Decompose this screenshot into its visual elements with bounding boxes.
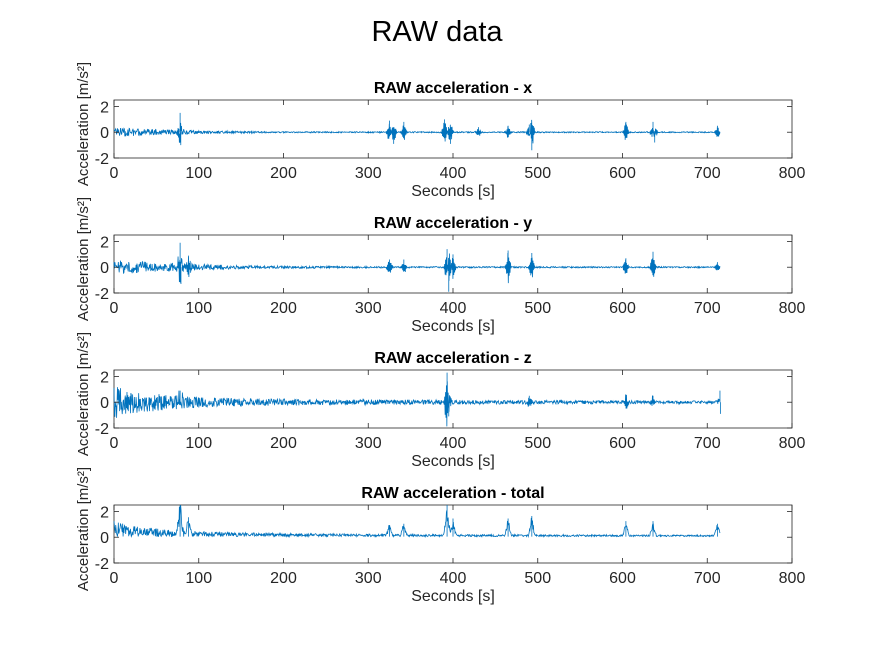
x-axis-label: Seconds [s] (411, 318, 495, 335)
x-tick-label: 800 (779, 300, 806, 317)
y-tick-label: 2 (100, 504, 109, 521)
subplot-2: RAW acceleration - z 0 100 200 300 400 500 600 7… (75, 332, 805, 470)
figure-title: RAW data (371, 16, 503, 48)
subplot-title: RAW acceleration - z (374, 350, 531, 367)
x-tick-label: 800 (779, 435, 806, 452)
series-line (113, 112, 721, 151)
x-tick-label: 0 (110, 300, 119, 317)
x-tick-label: 100 (185, 570, 212, 587)
x-tick-label: 700 (694, 165, 721, 182)
subplot-3: RAW acceleration - total 0 100 200 300 400 500… (75, 467, 805, 605)
y-tick-label: 2 (100, 234, 109, 251)
x-tick-label: 300 (355, 570, 382, 587)
x-tick-label: 600 (609, 570, 636, 587)
subplot-title: RAW acceleration - total (361, 485, 544, 502)
x-tick-label: 800 (779, 165, 806, 182)
x-axis-label: Seconds [s] (411, 453, 495, 470)
y-axis-label: Acceleration [m/s²] (75, 62, 92, 186)
y-tick-label: -2 (95, 421, 109, 438)
x-tick-label: 600 (609, 300, 636, 317)
x-tick-label: 100 (185, 300, 212, 317)
y-tick-label: 0 (100, 260, 109, 277)
subplot-0: RAW acceleration - x 0 100 200 300 400 500 600 7… (75, 62, 805, 200)
subplot-title: RAW acceleration - y (374, 215, 532, 232)
x-tick-label: 400 (440, 300, 467, 317)
y-tick-label: 2 (100, 99, 109, 116)
series-line (113, 242, 721, 292)
x-tick-label: 300 (355, 165, 382, 182)
x-tick-label: 500 (524, 165, 551, 182)
subplot-1: RAW acceleration - y 0 100 200 300 400 500 600 7… (75, 197, 805, 335)
y-tick-label: -2 (95, 556, 109, 573)
x-tick-label: 300 (355, 435, 382, 452)
x-tick-label: 0 (110, 570, 119, 587)
x-tick-label: 0 (110, 435, 119, 452)
x-tick-label: 700 (694, 435, 721, 452)
x-tick-label: 600 (609, 435, 636, 452)
x-tick-label: 800 (779, 570, 806, 587)
y-axis-label: Acceleration [m/s²] (75, 197, 92, 321)
x-tick-label: 500 (524, 435, 551, 452)
axes-box (113, 99, 793, 159)
y-tick-label: 0 (100, 530, 109, 547)
x-tick-label: 700 (694, 570, 721, 587)
x-tick-label: 400 (440, 435, 467, 452)
x-tick-label: 700 (694, 300, 721, 317)
y-axis-label: Acceleration [m/s²] (75, 467, 92, 591)
x-tick-label: 100 (185, 435, 212, 452)
x-tick-label: 600 (609, 165, 636, 182)
x-axis-label: Seconds [s] (411, 183, 495, 200)
series-line (113, 372, 721, 427)
y-tick-label: -2 (95, 286, 109, 303)
x-tick-label: 200 (270, 435, 297, 452)
x-tick-label: 500 (524, 570, 551, 587)
x-tick-label: 0 (110, 165, 119, 182)
x-tick-label: 200 (270, 570, 297, 587)
x-axis-label: Seconds [s] (411, 588, 495, 605)
x-tick-label: 200 (270, 300, 297, 317)
subplot-title: RAW acceleration - x (374, 80, 532, 97)
y-tick-label: -2 (95, 151, 109, 168)
x-tick-label: 500 (524, 300, 551, 317)
x-tick-label: 100 (185, 165, 212, 182)
subplot-panels: RAW acceleration - x0 100 200 300 400 500 600 7… (75, 62, 805, 605)
y-tick-label: 0 (100, 125, 109, 142)
x-tick-label: 400 (440, 570, 467, 587)
y-tick-label: 2 (100, 369, 109, 386)
y-tick-label: 0 (100, 395, 109, 412)
x-tick-label: 400 (440, 165, 467, 182)
y-axis-label: Acceleration [m/s²] (75, 332, 92, 456)
series-line (113, 505, 721, 539)
x-tick-label: 200 (270, 165, 297, 182)
x-tick-label: 300 (355, 300, 382, 317)
